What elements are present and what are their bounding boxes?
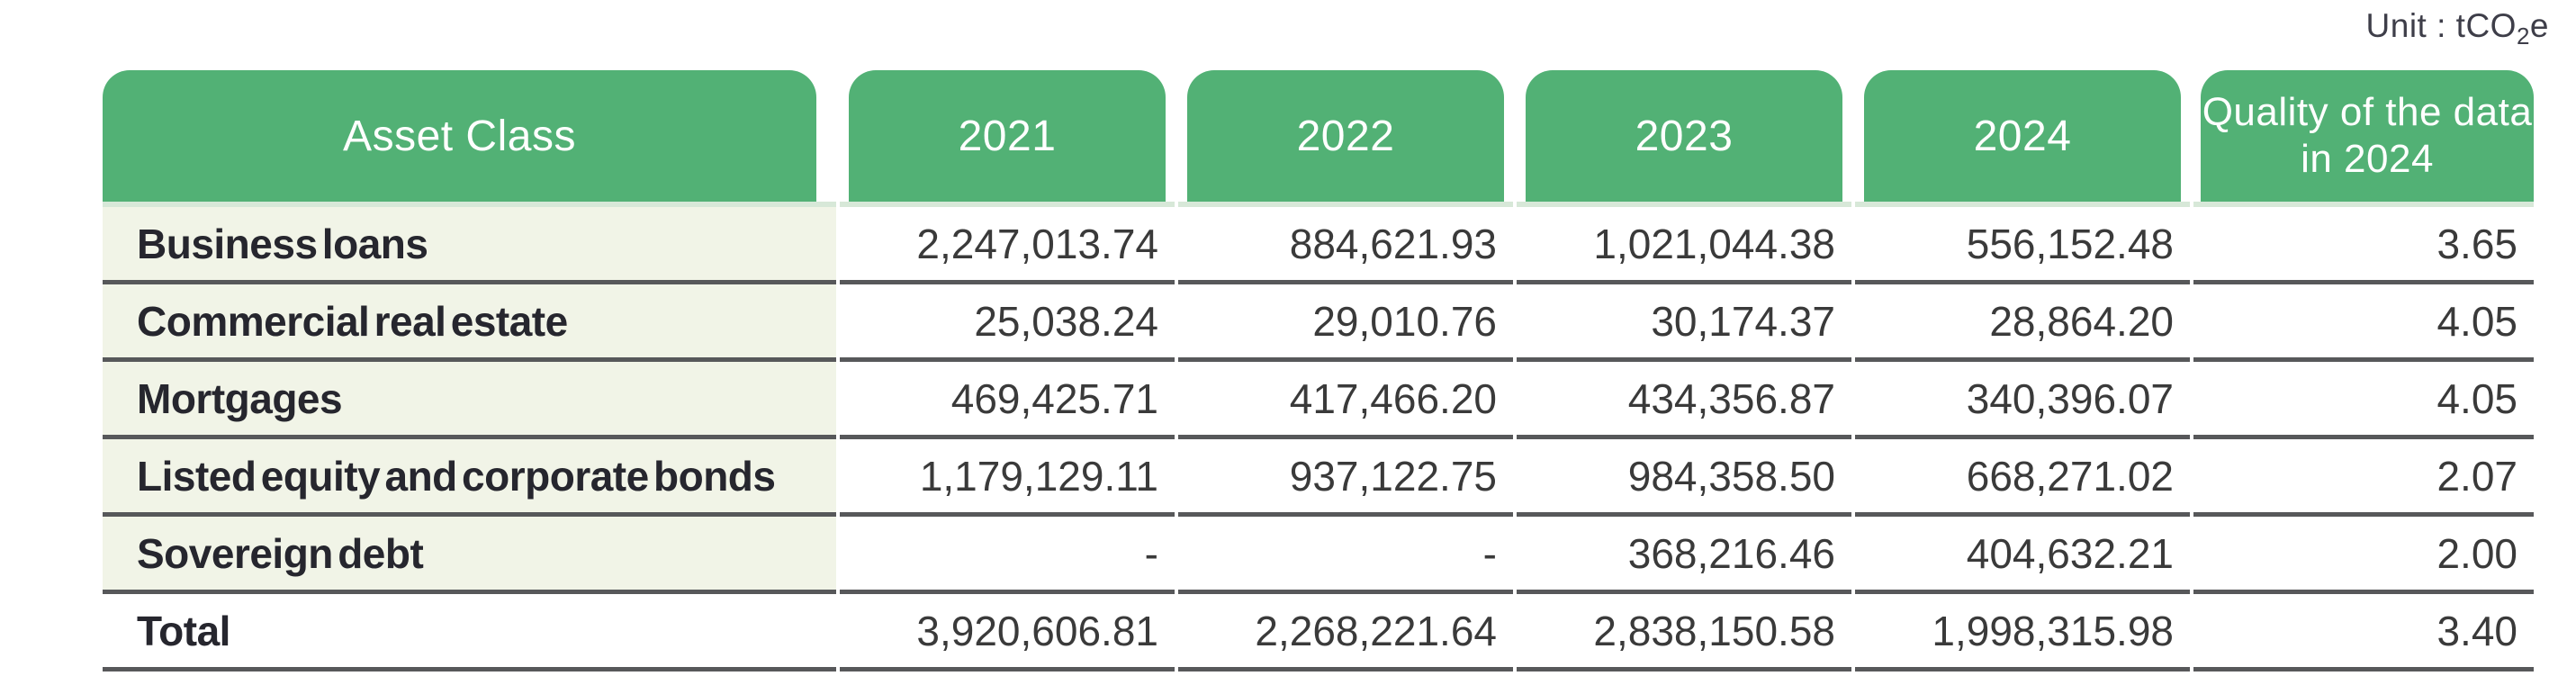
table-row-business-loans: Business loans 2,247,013.74 884,621.93 1… <box>103 207 2534 284</box>
cell-2024: 404,632.21 <box>1855 517 2190 594</box>
header-cell-2022: 2022 <box>1178 70 1513 207</box>
cell-2023: 434,356.87 <box>1517 362 1851 439</box>
row-label: Mortgages <box>103 362 836 439</box>
year-2023-header-tab: 2023 <box>1526 70 1842 202</box>
cell-2021: - <box>840 517 1175 594</box>
header-cell-2023: 2023 <box>1517 70 1851 207</box>
table-row-sovereign-debt: Sovereign debt - - 368,216.46 404,632.21… <box>103 517 2534 594</box>
cell-2023: 2,838,150.58 <box>1517 594 1851 671</box>
cell-2023: 368,216.46 <box>1517 517 1851 594</box>
table-body: Business loans 2,247,013.74 884,621.93 1… <box>103 207 2534 671</box>
cell-2024: 340,396.07 <box>1855 362 2190 439</box>
cell-2022: 29,010.76 <box>1178 284 1513 362</box>
year-2022-header-tab: 2022 <box>1187 70 1504 202</box>
row-label: Listed equity and corporate bonds <box>103 439 836 517</box>
cell-quality: 4.05 <box>2193 362 2534 439</box>
header-cell-2021: 2021 <box>840 70 1175 207</box>
cell-2022: 2,268,221.64 <box>1178 594 1513 671</box>
cell-2021: 3,920,606.81 <box>840 594 1175 671</box>
cell-2021: 1,179,129.11 <box>840 439 1175 517</box>
cell-quality: 4.05 <box>2193 284 2534 362</box>
cell-2024: 556,152.48 <box>1855 207 2190 284</box>
cell-2021: 2,247,013.74 <box>840 207 1175 284</box>
cell-2022: 884,621.93 <box>1178 207 1513 284</box>
cell-2023: 984,358.50 <box>1517 439 1851 517</box>
cell-2023: 1,021,044.38 <box>1517 207 1851 284</box>
header-row: Asset Class 2021 2022 2023 2024 Quality … <box>103 70 2534 207</box>
table-row-total: Total 3,920,606.81 2,268,221.64 2,838,15… <box>103 594 2534 671</box>
financed-emissions-table: Asset Class 2021 2022 2023 2024 Quality … <box>99 70 2537 671</box>
cell-2022: - <box>1178 517 1513 594</box>
cell-2021: 469,425.71 <box>840 362 1175 439</box>
cell-quality: 3.65 <box>2193 207 2534 284</box>
cell-2024: 668,271.02 <box>1855 439 2190 517</box>
table-row-mortgages: Mortgages 469,425.71 417,466.20 434,356.… <box>103 362 2534 439</box>
row-label: Total <box>103 594 836 671</box>
cell-quality: 2.07 <box>2193 439 2534 517</box>
unit-prefix: Unit : tCO <box>2365 7 2517 44</box>
year-2021-header-tab: 2021 <box>849 70 1166 202</box>
cell-quality: 3.40 <box>2193 594 2534 671</box>
cell-2024: 28,864.20 <box>1855 284 2190 362</box>
cell-2022: 417,466.20 <box>1178 362 1513 439</box>
header-cell-asset-class: Asset Class <box>103 70 836 207</box>
row-label: Business loans <box>103 207 836 284</box>
row-label: Sovereign debt <box>103 517 836 594</box>
table-header: Asset Class 2021 2022 2023 2024 Quality … <box>103 70 2534 207</box>
header-cell-2024: 2024 <box>1855 70 2190 207</box>
unit-label: Unit : tCO2e <box>2366 7 2549 50</box>
cell-2022: 937,122.75 <box>1178 439 1513 517</box>
unit-subscript: 2 <box>2516 23 2530 50</box>
cell-2024: 1,998,315.98 <box>1855 594 2190 671</box>
row-label: Commercial real estate <box>103 284 836 362</box>
quality-header-tab: Quality of the data in 2024 <box>2201 70 2534 202</box>
unit-suffix: e <box>2529 7 2549 44</box>
table-row-commercial-real-estate: Commercial real estate 25,038.24 29,010.… <box>103 284 2534 362</box>
asset-class-header-tab: Asset Class <box>103 70 816 202</box>
cell-quality: 2.00 <box>2193 517 2534 594</box>
year-2024-header-tab: 2024 <box>1864 70 2181 202</box>
header-cell-quality: Quality of the data in 2024 <box>2193 70 2534 207</box>
quality-header-label: Quality of the data in 2024 <box>2202 90 2533 181</box>
table-row-listed-equity-and-corporate-bonds: Listed equity and corporate bonds 1,179,… <box>103 439 2534 517</box>
cell-2023: 30,174.37 <box>1517 284 1851 362</box>
cell-2021: 25,038.24 <box>840 284 1175 362</box>
